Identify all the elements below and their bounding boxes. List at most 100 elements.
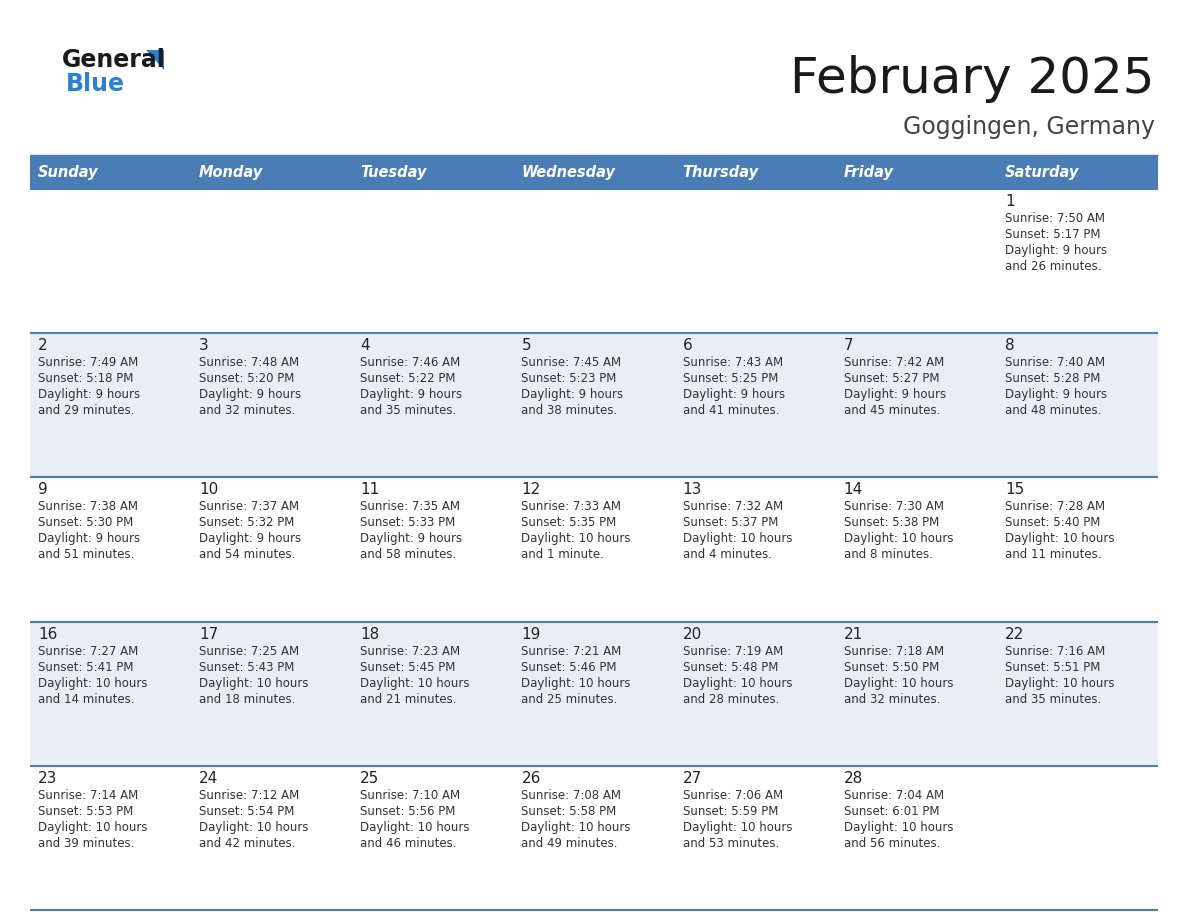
Bar [353, 155, 513, 189]
Text: Daylight: 10 hours: Daylight: 10 hours [38, 821, 147, 834]
Bar [30, 621, 1158, 766]
Text: Sunset: 5:30 PM: Sunset: 5:30 PM [38, 517, 133, 530]
Text: Daylight: 10 hours: Daylight: 10 hours [360, 821, 469, 834]
Bar [997, 155, 1158, 189]
Text: 17: 17 [200, 627, 219, 642]
Text: Sunset: 5:43 PM: Sunset: 5:43 PM [200, 661, 295, 674]
Text: Sunrise: 7:33 AM: Sunrise: 7:33 AM [522, 500, 621, 513]
Text: Daylight: 9 hours: Daylight: 9 hours [683, 388, 785, 401]
Text: Sunrise: 7:28 AM: Sunrise: 7:28 AM [1005, 500, 1105, 513]
Text: and 46 minutes.: and 46 minutes. [360, 837, 456, 850]
Text: Sunrise: 7:32 AM: Sunrise: 7:32 AM [683, 500, 783, 513]
Text: 15: 15 [1005, 482, 1024, 498]
Text: 24: 24 [200, 771, 219, 786]
Text: Sunrise: 7:38 AM: Sunrise: 7:38 AM [38, 500, 138, 513]
Text: Sunset: 5:28 PM: Sunset: 5:28 PM [1005, 372, 1100, 386]
Text: Sunday: Sunday [38, 164, 99, 180]
Text: Daylight: 10 hours: Daylight: 10 hours [522, 532, 631, 545]
Text: Sunset: 5:40 PM: Sunset: 5:40 PM [1005, 517, 1100, 530]
Text: Daylight: 9 hours: Daylight: 9 hours [843, 388, 946, 401]
Text: and 1 minute.: and 1 minute. [522, 548, 605, 562]
Text: and 8 minutes.: and 8 minutes. [843, 548, 933, 562]
Text: 23: 23 [38, 771, 57, 786]
Text: and 14 minutes.: and 14 minutes. [38, 692, 134, 706]
Text: and 11 minutes.: and 11 minutes. [1005, 548, 1101, 562]
Text: Sunset: 5:23 PM: Sunset: 5:23 PM [522, 372, 617, 386]
Text: Thursday: Thursday [683, 164, 759, 180]
Text: 27: 27 [683, 771, 702, 786]
Text: Daylight: 10 hours: Daylight: 10 hours [843, 821, 953, 834]
Text: Sunrise: 7:16 AM: Sunrise: 7:16 AM [1005, 644, 1105, 657]
Text: Sunset: 5:46 PM: Sunset: 5:46 PM [522, 661, 617, 674]
Text: and 53 minutes.: and 53 minutes. [683, 837, 779, 850]
Text: Sunrise: 7:27 AM: Sunrise: 7:27 AM [38, 644, 138, 657]
Text: Sunrise: 7:14 AM: Sunrise: 7:14 AM [38, 789, 138, 801]
Text: Daylight: 10 hours: Daylight: 10 hours [200, 677, 309, 689]
Text: Sunset: 5:35 PM: Sunset: 5:35 PM [522, 517, 617, 530]
Text: and 54 minutes.: and 54 minutes. [200, 548, 296, 562]
Text: and 32 minutes.: and 32 minutes. [200, 404, 296, 417]
Text: Tuesday: Tuesday [360, 164, 426, 180]
Text: 14: 14 [843, 482, 862, 498]
Polygon shape [146, 50, 164, 70]
Text: 26: 26 [522, 771, 541, 786]
Text: Sunset: 5:17 PM: Sunset: 5:17 PM [1005, 228, 1100, 241]
Text: Sunset: 5:20 PM: Sunset: 5:20 PM [200, 372, 295, 386]
Text: Daylight: 9 hours: Daylight: 9 hours [38, 532, 140, 545]
Text: and 26 minutes.: and 26 minutes. [1005, 260, 1101, 273]
Text: and 56 minutes.: and 56 minutes. [843, 837, 940, 850]
Text: Monday: Monday [200, 164, 264, 180]
Text: Sunset: 5:50 PM: Sunset: 5:50 PM [843, 661, 939, 674]
Bar [30, 333, 1158, 477]
Text: Daylight: 9 hours: Daylight: 9 hours [1005, 388, 1107, 401]
Text: Sunrise: 7:30 AM: Sunrise: 7:30 AM [843, 500, 943, 513]
Text: 20: 20 [683, 627, 702, 642]
Text: and 38 minutes.: and 38 minutes. [522, 404, 618, 417]
Text: Sunset: 5:58 PM: Sunset: 5:58 PM [522, 805, 617, 818]
Text: Sunrise: 7:08 AM: Sunrise: 7:08 AM [522, 789, 621, 801]
Text: and 29 minutes.: and 29 minutes. [38, 404, 134, 417]
Text: Sunrise: 7:40 AM: Sunrise: 7:40 AM [1005, 356, 1105, 369]
Text: Daylight: 9 hours: Daylight: 9 hours [38, 388, 140, 401]
Text: Daylight: 10 hours: Daylight: 10 hours [360, 677, 469, 689]
Text: Sunrise: 7:48 AM: Sunrise: 7:48 AM [200, 356, 299, 369]
Text: Sunset: 5:22 PM: Sunset: 5:22 PM [360, 372, 456, 386]
Text: Sunset: 5:56 PM: Sunset: 5:56 PM [360, 805, 456, 818]
Text: Sunset: 5:32 PM: Sunset: 5:32 PM [200, 517, 295, 530]
Text: Sunrise: 7:35 AM: Sunrise: 7:35 AM [360, 500, 460, 513]
Text: 11: 11 [360, 482, 379, 498]
Text: Daylight: 10 hours: Daylight: 10 hours [38, 677, 147, 689]
Text: 4: 4 [360, 338, 369, 353]
Text: 6: 6 [683, 338, 693, 353]
Text: Daylight: 9 hours: Daylight: 9 hours [200, 388, 302, 401]
Text: Sunset: 5:51 PM: Sunset: 5:51 PM [1005, 661, 1100, 674]
Text: Sunrise: 7:23 AM: Sunrise: 7:23 AM [360, 644, 461, 657]
Text: Sunrise: 7:06 AM: Sunrise: 7:06 AM [683, 789, 783, 801]
Text: 2: 2 [38, 338, 48, 353]
Text: Daylight: 10 hours: Daylight: 10 hours [843, 532, 953, 545]
Text: Daylight: 10 hours: Daylight: 10 hours [683, 821, 792, 834]
Bar [513, 155, 675, 189]
Text: 19: 19 [522, 627, 541, 642]
Text: and 39 minutes.: and 39 minutes. [38, 837, 134, 850]
Text: Daylight: 9 hours: Daylight: 9 hours [360, 532, 462, 545]
Text: Daylight: 10 hours: Daylight: 10 hours [1005, 532, 1114, 545]
Text: Daylight: 10 hours: Daylight: 10 hours [1005, 677, 1114, 689]
Text: Sunrise: 7:42 AM: Sunrise: 7:42 AM [843, 356, 944, 369]
Text: Wednesday: Wednesday [522, 164, 615, 180]
Text: Daylight: 10 hours: Daylight: 10 hours [522, 821, 631, 834]
Text: and 42 minutes.: and 42 minutes. [200, 837, 296, 850]
Text: Sunrise: 7:45 AM: Sunrise: 7:45 AM [522, 356, 621, 369]
Text: and 49 minutes.: and 49 minutes. [522, 837, 618, 850]
Text: Sunset: 6:01 PM: Sunset: 6:01 PM [843, 805, 940, 818]
Text: 21: 21 [843, 627, 862, 642]
Text: Daylight: 10 hours: Daylight: 10 hours [200, 821, 309, 834]
Text: Sunrise: 7:21 AM: Sunrise: 7:21 AM [522, 644, 621, 657]
Text: 13: 13 [683, 482, 702, 498]
Text: 18: 18 [360, 627, 379, 642]
Text: 3: 3 [200, 338, 209, 353]
Text: Sunset: 5:53 PM: Sunset: 5:53 PM [38, 805, 133, 818]
Text: 25: 25 [360, 771, 379, 786]
Text: and 35 minutes.: and 35 minutes. [360, 404, 456, 417]
Text: 22: 22 [1005, 627, 1024, 642]
